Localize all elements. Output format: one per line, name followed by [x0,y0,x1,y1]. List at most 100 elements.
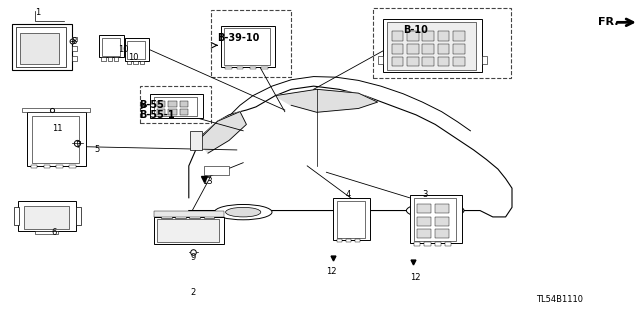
Bar [18,201,76,231]
Bar [133,61,138,64]
Bar [150,94,203,118]
Bar [125,38,149,61]
Bar [76,207,81,225]
Bar [180,101,188,107]
Bar [72,46,77,51]
Bar [417,204,431,213]
Bar [482,56,487,64]
Bar [204,214,214,218]
Bar [407,57,419,66]
Bar [168,109,177,115]
Bar [346,239,351,242]
Bar [72,37,77,41]
Text: 6: 6 [52,228,57,237]
Bar [414,242,420,246]
Text: 5: 5 [95,145,100,154]
Bar [127,41,145,59]
Bar [168,101,177,107]
Text: 13: 13 [202,177,212,186]
Bar [337,239,342,242]
Text: TL54B1110: TL54B1110 [536,295,583,304]
Bar [453,31,465,41]
Text: 10: 10 [128,53,138,62]
Bar [99,35,124,57]
Text: B-39-10: B-39-10 [218,33,260,43]
Bar [407,31,419,41]
Bar [417,229,431,238]
Bar [14,207,19,225]
Bar [407,44,419,54]
Bar [72,56,77,61]
Bar [35,231,58,234]
Bar [250,67,256,69]
Bar [24,206,69,229]
Bar [20,33,59,64]
Polygon shape [275,89,378,112]
Text: B-10: B-10 [403,25,428,35]
Bar [204,166,229,175]
Bar [154,97,197,116]
Bar [161,214,172,218]
Bar [56,165,63,168]
Bar [392,31,403,41]
Bar [190,131,202,150]
Bar [445,242,451,246]
Text: 3: 3 [422,190,428,199]
Ellipse shape [418,206,453,215]
Text: 12: 12 [326,267,337,276]
Bar [69,165,76,168]
Bar [438,31,449,41]
Text: 11: 11 [52,124,63,133]
Text: 9: 9 [191,253,196,262]
Text: FR.: FR. [598,17,619,27]
Bar [387,22,476,70]
Bar [12,24,72,70]
Bar [224,28,270,65]
Bar [127,61,131,64]
Bar [422,57,434,66]
Bar [261,67,268,69]
Ellipse shape [406,203,464,218]
Bar [414,198,456,241]
Bar [435,242,441,246]
Bar [337,201,365,238]
Bar [424,242,431,246]
Text: 10: 10 [118,45,129,54]
Bar [16,27,66,67]
Text: 7: 7 [76,141,81,150]
Ellipse shape [226,207,261,217]
Bar [157,101,165,107]
Bar [435,217,449,226]
Bar [101,57,106,61]
Bar [435,229,449,238]
Text: B-55-1: B-55-1 [140,109,175,120]
Bar [225,67,232,69]
Bar [438,44,449,54]
Text: 12: 12 [410,273,420,282]
Bar [189,214,200,218]
Bar [383,19,482,72]
Bar [221,26,275,67]
Bar [410,195,462,243]
Bar [438,57,449,66]
Polygon shape [189,86,512,217]
Bar [211,10,291,77]
Bar [392,57,403,66]
Bar [237,67,243,69]
Bar [453,57,465,66]
Bar [140,86,211,123]
Bar [27,112,86,166]
Bar [32,116,79,163]
Bar [154,217,224,244]
Text: 4: 4 [346,190,351,199]
Bar [422,44,434,54]
Text: B-55: B-55 [140,100,164,110]
Bar [373,8,511,78]
Bar [378,56,383,64]
Bar [140,61,144,64]
Polygon shape [198,112,246,153]
Bar [102,38,120,56]
Bar [157,219,219,242]
Bar [22,108,90,112]
Bar [417,217,431,226]
